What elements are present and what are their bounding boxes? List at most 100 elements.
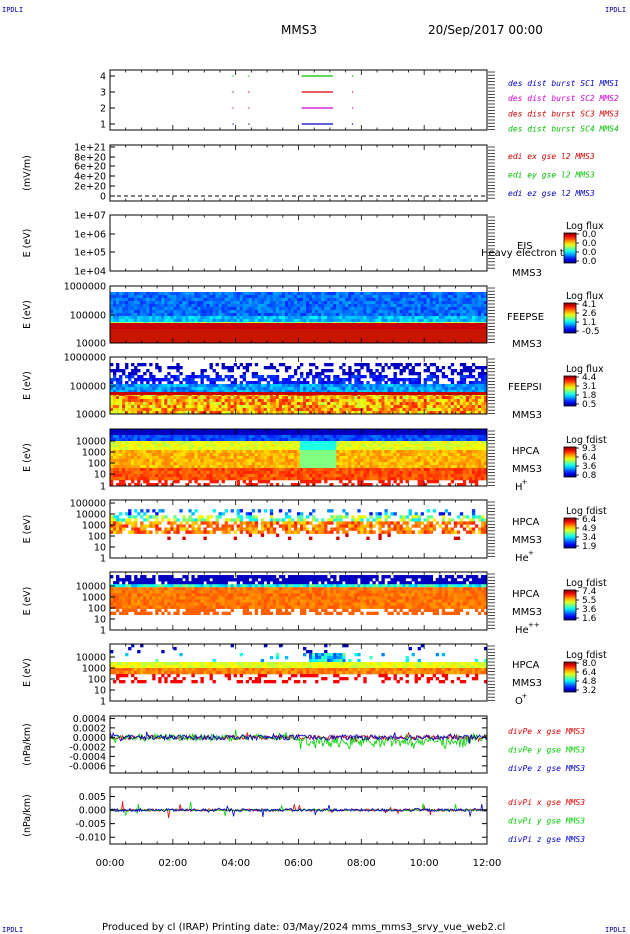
eis-instrument: EIS (517, 241, 533, 252)
hpca-hepp-cbar-tick: 5.5 (582, 596, 596, 606)
x-tick-label: 00:00 (96, 858, 125, 869)
eis-cbar-tick: 0.0 (582, 248, 597, 258)
x-tick-label: 04:00 (221, 858, 250, 869)
divpe-legend-1: divPe y gse MMS3 (508, 746, 585, 755)
hpca-he-cbar-tick: 3.4 (582, 533, 597, 543)
x-tick-label: 08:00 (347, 858, 376, 869)
divpe-ytick-label: -0.0004 (69, 752, 106, 763)
feepsi-ytick-label: 100000 (70, 382, 106, 393)
feepse-cbar-tick: 4.1 (582, 300, 596, 310)
eis-cbar-tick: 0.0 (582, 230, 597, 240)
panel-feepse: 10000 100000 1000000 E (eV) FEEPSE MMS3 Log fl… (22, 282, 604, 351)
feepsi-cbar-tick: 1.8 (582, 391, 597, 401)
plot-datetime: 20/Sep/2017 00:00 (428, 23, 543, 37)
x-axis: 00:00 02:00 04:00 06:00 08:00 10:00 12:00 (96, 858, 502, 869)
edi-ytick-label: 2e+20 (74, 182, 106, 193)
hpca-h-ylabel: E (eV) (22, 443, 33, 472)
edi-legend-1: edi ey gse l2 MMS3 (508, 171, 595, 180)
divpe-legend-0: divPe x gse MMS3 (508, 727, 585, 736)
hpca-he-ytick-label: 1 (100, 554, 106, 565)
hpca-h-ytick-label: 1000 (82, 448, 106, 459)
hpca-h-spacecraft: MMS3 (512, 464, 542, 475)
divpi-frame (109, 786, 488, 845)
feepse-spacecraft: MMS3 (512, 339, 542, 350)
hpca-h-ytick-label: 100 (88, 459, 106, 470)
divpe-series-y (109, 729, 488, 750)
eis-colorbar (563, 232, 577, 264)
hpca-he-species: He (515, 553, 529, 564)
feepse-ytick-label: 1000000 (64, 282, 106, 293)
burst-dot (351, 75, 354, 77)
corner-label-tr: IPDLI (605, 6, 626, 14)
burst-dot (232, 75, 234, 77)
eis-ytick-label: 1e+07 (74, 211, 106, 222)
edi-ytick-label: 1e+21 (74, 143, 106, 154)
divpe-ylabel: (nPa/km) (22, 723, 33, 766)
feepse-ytick-label: 100000 (70, 311, 106, 322)
edi-ytick-label: 0 (100, 192, 106, 203)
divpi-ytick-label: -0.005 (75, 819, 106, 830)
hpca-hepp-spacecraft: MMS3 (512, 607, 542, 618)
edi-frame (109, 144, 488, 202)
x-tick-label: 06:00 (284, 858, 313, 869)
corner-label-tl: IPDLI (2, 6, 23, 14)
hpca-he-ytick-label: 1000 (82, 521, 106, 532)
hpca-hepp-spectrogram (110, 575, 488, 616)
feepse-spectrogram (110, 292, 488, 344)
divpi-ytick-label: -0.010 (75, 833, 106, 844)
hpca-o-colorbar (563, 661, 577, 693)
hpca-h-cbar-tick: 3.6 (582, 462, 597, 472)
hpca-o-species: O (515, 696, 523, 707)
eis-overlay: Heavy electron to (481, 248, 570, 259)
hpca-hepp-instrument: HPCA (512, 589, 540, 600)
footer-credit: Produced by cl (IRAP) Printing date: 03/… (102, 922, 505, 933)
edi-ytick-label: 6e+20 (74, 162, 106, 173)
burst-dot (248, 107, 250, 109)
hpca-o-ytick-label: 10000 (76, 653, 106, 664)
hpca-h-ytick-label: 1 (100, 482, 106, 493)
hpca-o-spectrogram (110, 644, 488, 684)
hpca-hepp-species: He (515, 625, 529, 636)
burst-dot (351, 107, 354, 109)
divpe-frame (109, 715, 488, 774)
edi-ytick-label: 4e+20 (74, 172, 106, 183)
burst-frame (109, 69, 488, 131)
hpca-o-spacecraft: MMS3 (512, 678, 542, 689)
feepsi-instrument: FEEPSI (508, 382, 542, 393)
hpca-hepp-ytick-label: 1 (100, 626, 106, 637)
edi-legend-2: edi ez gse l2 MMS3 (508, 189, 595, 198)
feepsi-ytick-label: 10000 (76, 410, 106, 421)
feepse-instrument: FEEPSE (507, 312, 544, 323)
divpi-ylabel: (nPa/km) (22, 794, 33, 837)
feepsi-cbar-tick: 0.5 (582, 400, 596, 410)
hpca-h-colorbar (563, 446, 577, 478)
hpca-hepp-cbar-tick: 7.4 (582, 587, 597, 597)
hpca-o-cbar-title: Log fdist (566, 650, 607, 661)
burst-dot (232, 91, 234, 93)
divpi-series-z (109, 804, 488, 818)
divpe-legend-2: divPe z gse MMS3 (508, 764, 585, 773)
hpca-he-cbar-title: Log fdist (566, 506, 607, 517)
hpca-hepp-ylabel: E (eV) (22, 587, 33, 616)
hpca-he-ytick-label: 10 (94, 543, 106, 554)
hpca-h-cbar-tick: 0.8 (582, 471, 597, 481)
eis-ytick-label: 1e+06 (74, 230, 106, 241)
hpca-hepp-cbar-tick: 1.6 (582, 614, 597, 624)
panel-feepsi: 10000 100000 1000000 E (eV) FEEPSI MMS3 Log fl… (22, 353, 604, 422)
feepse-cbar-tick: -0.5 (582, 327, 600, 337)
feepsi-cbar-tick: 3.1 (582, 382, 596, 392)
eis-ylabel: E (eV) (22, 229, 33, 258)
burst-ytick-label: 1 (100, 120, 106, 131)
hpca-o-ytick-label: 100 (88, 675, 106, 686)
feepsi-spectrogram (110, 363, 488, 415)
hpca-h-cbar-tick: 9.3 (582, 444, 596, 454)
eis-ytick-label: 1e+04 (74, 267, 106, 278)
feepsi-ylabel: E (eV) (22, 371, 33, 400)
divpi-ytick-label: 0.005 (79, 792, 106, 803)
feepse-cbar-tick: 1.1 (582, 318, 596, 328)
hpca-hepp-species-charge: ++ (528, 621, 540, 629)
divpe-ytick-label: -0.0006 (69, 761, 106, 772)
